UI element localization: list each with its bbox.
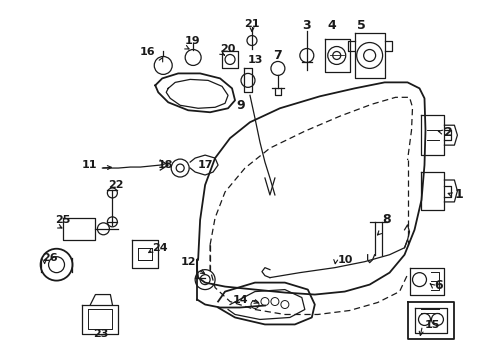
Text: 13: 13 bbox=[247, 55, 263, 66]
Text: 8: 8 bbox=[382, 213, 390, 226]
Text: 20: 20 bbox=[220, 44, 235, 54]
Text: 11: 11 bbox=[82, 160, 97, 170]
Text: 24: 24 bbox=[152, 243, 167, 253]
Text: 17: 17 bbox=[198, 160, 213, 170]
Text: 9: 9 bbox=[236, 99, 244, 112]
Text: 25: 25 bbox=[56, 215, 71, 225]
Text: 15: 15 bbox=[424, 320, 439, 330]
Text: 3: 3 bbox=[302, 19, 310, 32]
Text: 16: 16 bbox=[140, 48, 155, 58]
Text: 12: 12 bbox=[180, 257, 196, 267]
Text: 18: 18 bbox=[158, 160, 173, 170]
Text: 22: 22 bbox=[108, 180, 123, 190]
Text: 1: 1 bbox=[453, 188, 462, 202]
Text: 23: 23 bbox=[93, 329, 108, 339]
Text: 7: 7 bbox=[273, 49, 282, 62]
Text: 14: 14 bbox=[232, 294, 247, 305]
Text: 2: 2 bbox=[444, 126, 452, 139]
Text: 6: 6 bbox=[433, 279, 442, 292]
Text: 21: 21 bbox=[244, 19, 259, 29]
Text: 19: 19 bbox=[185, 36, 201, 46]
Text: 26: 26 bbox=[42, 253, 58, 263]
Text: 5: 5 bbox=[357, 19, 366, 32]
Text: 10: 10 bbox=[337, 255, 352, 265]
Text: 4: 4 bbox=[326, 19, 335, 32]
